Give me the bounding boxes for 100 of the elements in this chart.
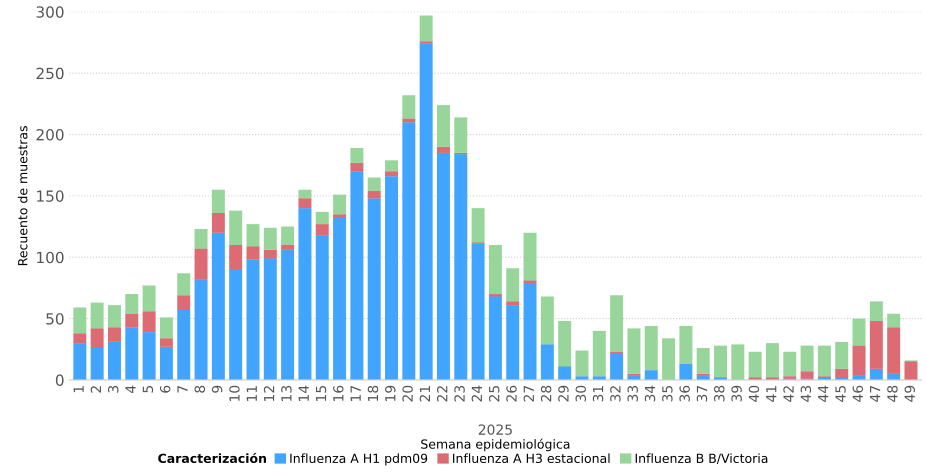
y-tick-label: 50 bbox=[46, 313, 64, 325]
bar bbox=[506, 301, 520, 306]
bar bbox=[472, 208, 485, 243]
bar bbox=[264, 250, 277, 258]
bar bbox=[592, 330, 606, 376]
bar bbox=[316, 224, 329, 236]
x-tick-label: 6 bbox=[160, 386, 170, 393]
bar bbox=[662, 338, 676, 380]
bar bbox=[766, 343, 779, 378]
bar bbox=[160, 346, 173, 380]
x-tick-label: 40 bbox=[748, 386, 760, 402]
bar bbox=[281, 250, 294, 380]
x-tick-label: 26 bbox=[506, 386, 517, 402]
bar bbox=[264, 228, 277, 250]
bar bbox=[436, 152, 450, 380]
x-tick-label: 16 bbox=[333, 386, 344, 401]
bar bbox=[402, 95, 416, 119]
x-tick-label: 14 bbox=[298, 386, 309, 401]
x-tick-label: 37 bbox=[696, 386, 708, 402]
bar bbox=[402, 122, 416, 380]
x-tick-label: 22 bbox=[436, 386, 448, 402]
x-axis-title: Semana epidemiológica bbox=[421, 438, 570, 452]
bar bbox=[420, 44, 433, 380]
y-tick-label: 150 bbox=[37, 190, 64, 202]
x-tick-label: 10 bbox=[229, 386, 240, 401]
bar bbox=[610, 295, 624, 352]
bar bbox=[454, 117, 468, 153]
x-tick-label: 8 bbox=[194, 386, 206, 393]
bar bbox=[644, 370, 658, 380]
legend-label: Influenza A H1 pdm09 bbox=[290, 453, 428, 466]
x-tick-label: 11 bbox=[246, 386, 257, 401]
x-tick-label: 32 bbox=[610, 386, 621, 402]
bar bbox=[298, 190, 312, 198]
x-tick-label: 49 bbox=[904, 386, 916, 402]
x-tick-label: 34 bbox=[644, 386, 656, 402]
bar bbox=[800, 371, 814, 379]
bar bbox=[506, 305, 520, 380]
bar bbox=[524, 280, 537, 284]
bar bbox=[368, 177, 381, 191]
bar bbox=[212, 232, 225, 380]
bar bbox=[333, 214, 346, 218]
bar bbox=[160, 317, 173, 338]
bar bbox=[506, 268, 520, 302]
bar bbox=[488, 244, 502, 294]
x-tick-label: 39 bbox=[731, 386, 742, 402]
bar bbox=[402, 118, 416, 122]
bar bbox=[731, 344, 744, 380]
bar bbox=[125, 327, 138, 380]
bar bbox=[90, 328, 104, 348]
bar bbox=[644, 326, 658, 370]
bar bbox=[108, 327, 121, 342]
x-tick-label: 21 bbox=[420, 386, 430, 402]
x-tick-label: 17 bbox=[350, 386, 361, 401]
bar bbox=[142, 332, 156, 380]
bar bbox=[108, 342, 121, 380]
bar bbox=[160, 338, 173, 347]
legend-label: Influenza A H3 estacional bbox=[453, 453, 610, 464]
x-tick-label: 44 bbox=[818, 386, 828, 402]
x-tick-label: 1 bbox=[74, 386, 84, 392]
x-tick-label: 30 bbox=[576, 386, 586, 402]
bar bbox=[333, 194, 346, 214]
bar bbox=[142, 311, 156, 332]
x-tick-label: 27 bbox=[524, 386, 534, 402]
bar bbox=[627, 328, 640, 374]
x-tick-label: 4 bbox=[125, 386, 136, 393]
bar bbox=[887, 314, 900, 328]
bar bbox=[73, 333, 86, 344]
y-axis-title: Recuento de muestras bbox=[18, 126, 28, 266]
bar bbox=[870, 321, 883, 369]
x-tick-label: 13 bbox=[281, 386, 292, 401]
bar bbox=[90, 302, 104, 328]
bar bbox=[852, 375, 866, 380]
bar bbox=[852, 346, 866, 376]
bar bbox=[368, 198, 381, 380]
bar bbox=[436, 105, 450, 147]
bar bbox=[887, 327, 900, 374]
x-tick-label: 5 bbox=[142, 386, 154, 393]
y-tick-label: 250 bbox=[36, 68, 64, 80]
bar bbox=[558, 366, 572, 380]
bar bbox=[835, 342, 848, 369]
bar bbox=[385, 176, 398, 380]
bar bbox=[212, 190, 225, 214]
y-tick-label: 300 bbox=[36, 6, 64, 18]
x-tick-label: 33 bbox=[627, 386, 638, 402]
bar bbox=[558, 321, 572, 366]
x-tick-label: 19 bbox=[385, 386, 396, 401]
x-tick-label: 42 bbox=[783, 386, 794, 402]
x-tick-label: 46 bbox=[852, 386, 864, 402]
x-tick-label: 3 bbox=[108, 386, 118, 393]
x-tick-label: 15 bbox=[316, 386, 326, 401]
bar bbox=[385, 160, 398, 172]
bar bbox=[679, 364, 692, 380]
x-tick-label: 9 bbox=[212, 386, 222, 393]
bar bbox=[350, 171, 364, 380]
x-tick-label: 48 bbox=[887, 386, 898, 402]
bar bbox=[246, 224, 260, 246]
y-tick-label: 200 bbox=[36, 128, 64, 141]
x-tick-label: 31 bbox=[592, 386, 604, 402]
x-tick-label: 36 bbox=[679, 386, 690, 402]
legend-title: Caracterización bbox=[158, 452, 266, 464]
